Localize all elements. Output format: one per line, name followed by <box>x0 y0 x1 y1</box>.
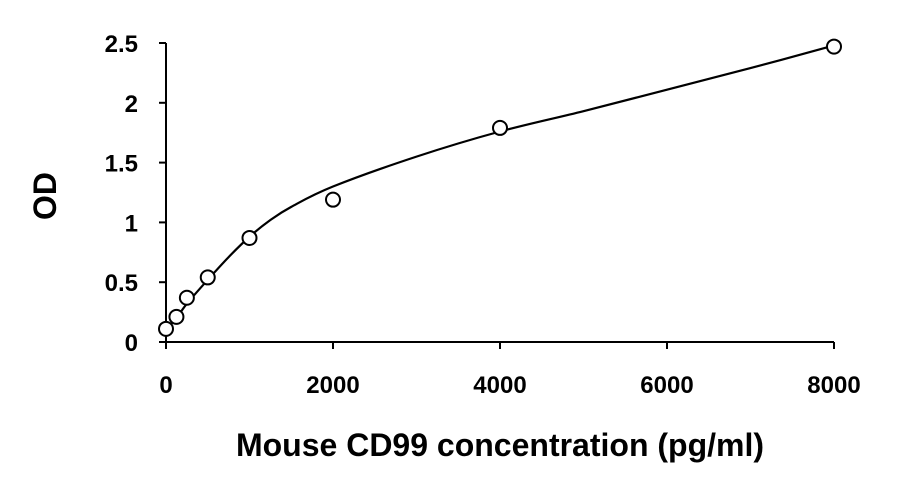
y-tick-label: 2.5 <box>105 31 138 58</box>
axes: 0 0.5 1 1.5 2 2.5 0 2000 4000 6000 8000 <box>105 31 861 399</box>
x-tick-label: 4000 <box>473 372 526 399</box>
x-tick-label: 0 <box>159 372 172 399</box>
fit-curve-line <box>165 44 835 330</box>
y-tick-label: 1.5 <box>105 151 138 178</box>
y-tick-label: 1 <box>125 210 138 237</box>
data-points-layer <box>158 38 842 337</box>
data-point <box>492 119 508 136</box>
data-point <box>158 320 174 337</box>
y-axis-title: OD <box>27 172 63 220</box>
data-point <box>241 229 258 246</box>
data-point <box>168 308 185 325</box>
x-axis-title: Mouse CD99 concentration (pg/ml) <box>236 427 764 463</box>
y-tick-label: 0 <box>125 330 138 357</box>
data-point <box>826 38 842 55</box>
data-point <box>325 191 341 208</box>
x-tick-label: 6000 <box>640 372 693 399</box>
data-point <box>178 289 195 306</box>
fit-curve-layer <box>165 44 835 330</box>
y-tick-label: 0.5 <box>105 270 138 297</box>
data-point <box>199 269 216 286</box>
x-tick-label: 2000 <box>306 372 359 399</box>
y-tick-label: 2 <box>125 91 138 118</box>
x-tick-label: 8000 <box>807 372 860 399</box>
